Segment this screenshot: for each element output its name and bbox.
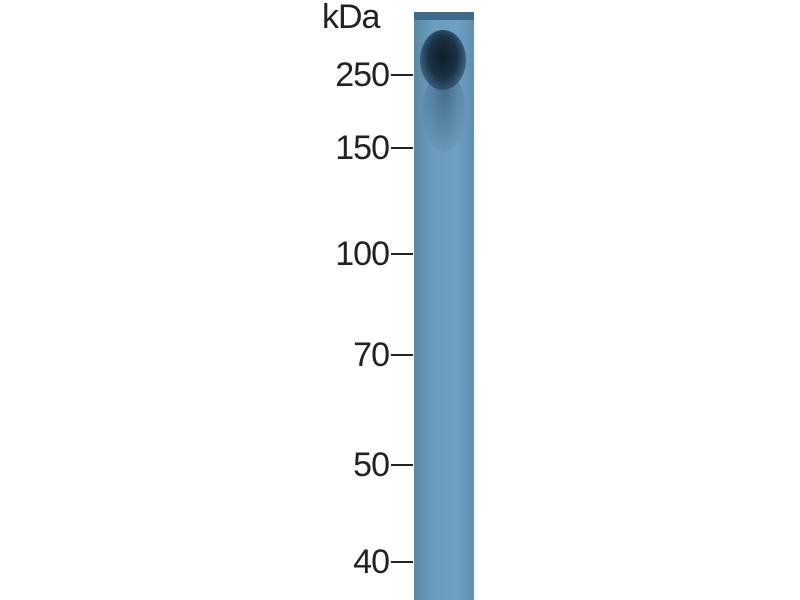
marker-label: 40 — [353, 543, 390, 581]
marker-label: 250 — [335, 56, 390, 94]
marker-50: 50 — [300, 445, 413, 485]
marker-label: 50 — [353, 446, 390, 484]
marker-150: 150 — [300, 128, 413, 168]
marker-tick — [391, 561, 413, 563]
marker-100: 100 — [300, 234, 413, 274]
marker-250: 250 — [300, 55, 413, 95]
lane-well — [414, 12, 474, 20]
marker-tick — [391, 354, 413, 356]
marker-tick — [391, 464, 413, 466]
marker-40: 40 — [300, 542, 413, 582]
blot-lane — [414, 12, 474, 600]
protein-band — [420, 30, 466, 90]
marker-label: 100 — [335, 235, 390, 273]
marker-label: 150 — [335, 129, 390, 167]
unit-label: kDa — [322, 0, 380, 36]
marker-70: 70 — [300, 335, 413, 375]
marker-tick — [391, 253, 413, 255]
marker-tick — [391, 74, 413, 76]
marker-tick — [391, 147, 413, 149]
marker-label: 70 — [353, 336, 390, 374]
